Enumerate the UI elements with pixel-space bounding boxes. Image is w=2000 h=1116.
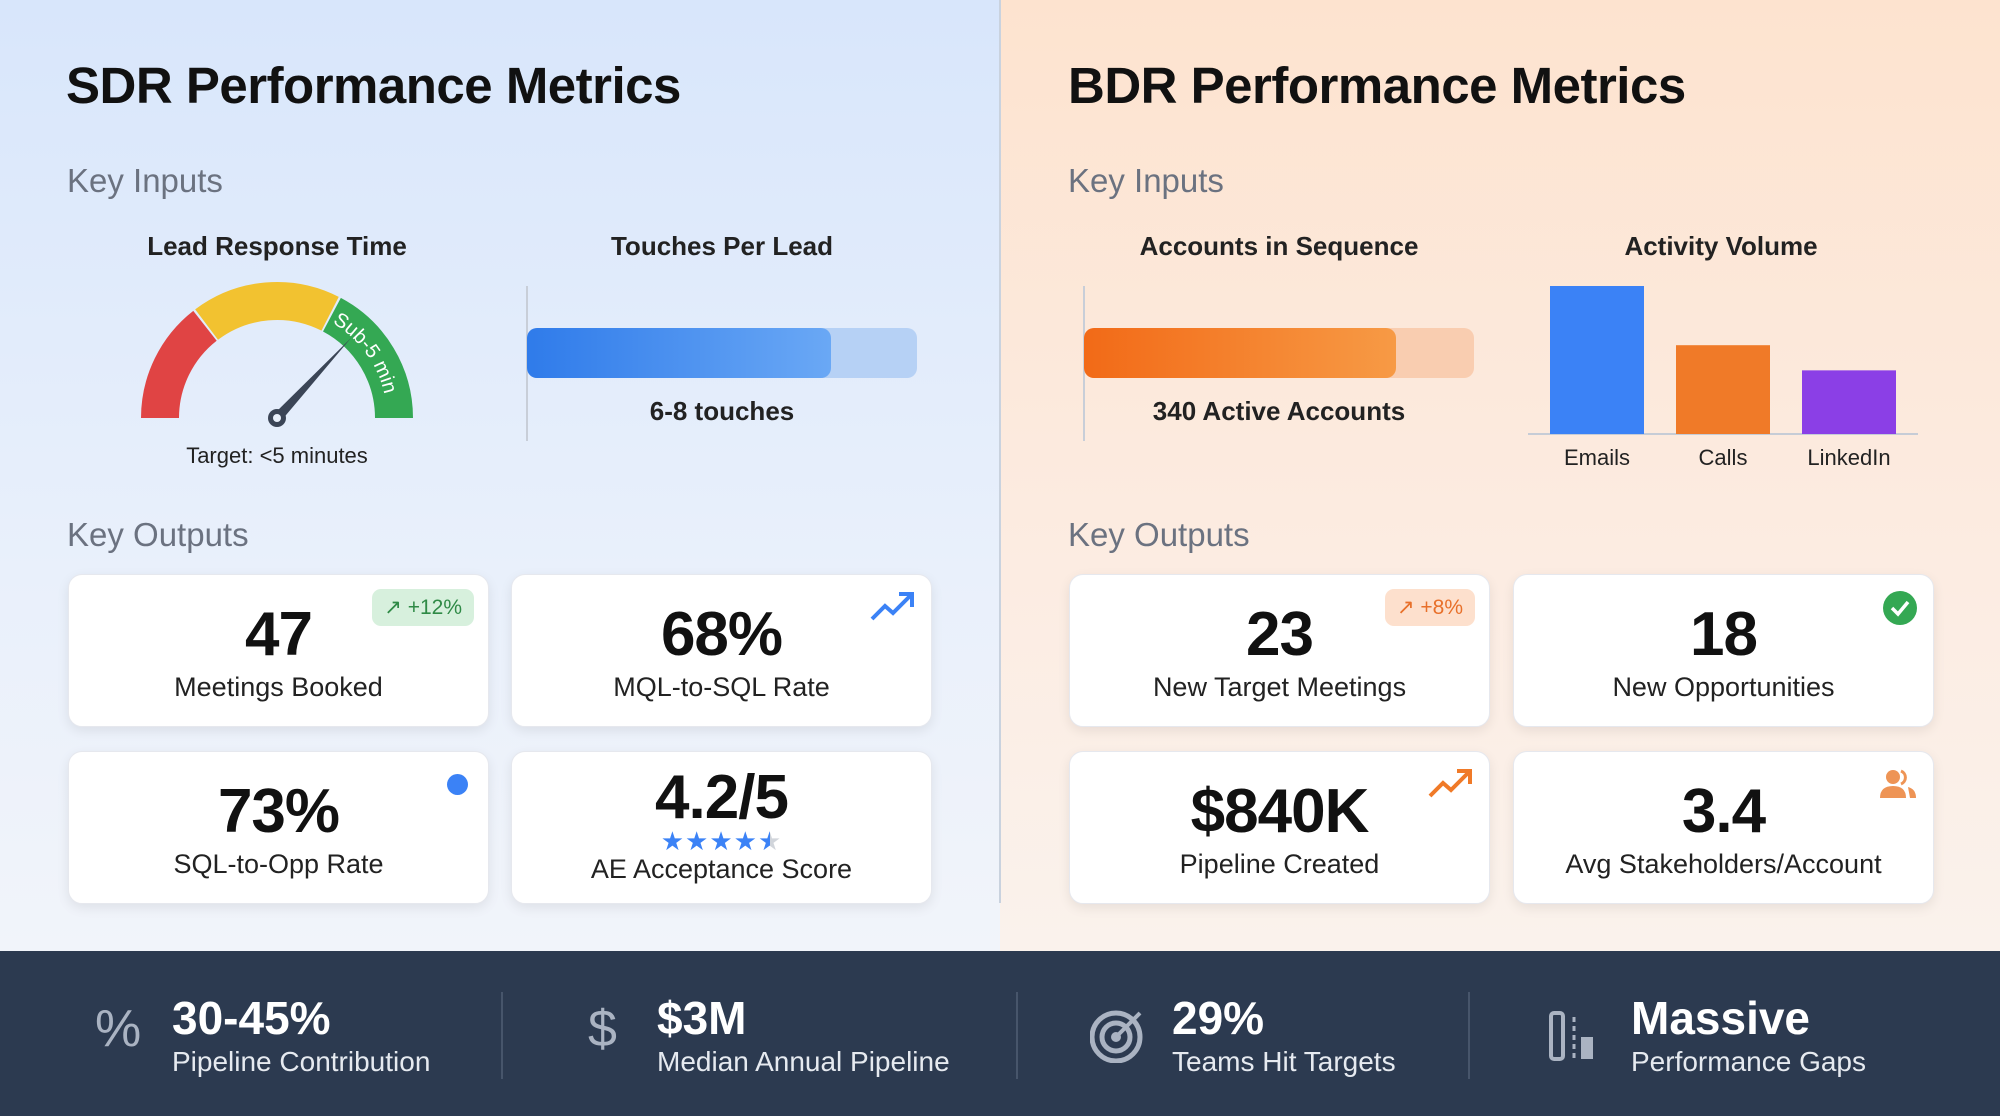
- star-icon: ★: [757, 826, 783, 856]
- touches-value: 6-8 touches: [649, 396, 795, 426]
- star-icon: ★: [660, 826, 686, 856]
- footer-separator: [1016, 992, 1018, 1079]
- card-label: New Target Meetings: [1152, 672, 1407, 702]
- gap-chart-icon: [1549, 1011, 1593, 1061]
- activity-bar-chart: Emails Calls LinkedIn: [1528, 286, 1918, 470]
- footer-value: Massive: [1631, 992, 1811, 1044]
- star-icon: ★: [685, 826, 710, 856]
- metric-card-new-opportunities: 18 New Opportunities: [1513, 574, 1934, 727]
- footer-value: 30-45%: [172, 992, 331, 1044]
- bdr-panel: BDR Performance Metrics Key Inputs Accou…: [1000, 0, 2000, 951]
- bar-label: Emails: [1564, 445, 1630, 470]
- footer-label: Teams Hit Targets: [1172, 1046, 1396, 1077]
- card-value: 68%: [660, 600, 783, 669]
- trending-up-icon: [870, 592, 914, 621]
- activity-label: Activity Volume: [1624, 231, 1818, 261]
- gauge-green-segment: [322, 297, 413, 419]
- card-label: Avg Stakeholders/Account: [1565, 849, 1882, 879]
- lead-response-target: Target: <5 minutes: [186, 443, 368, 468]
- card-label: MQL-to-SQL Rate: [613, 672, 830, 702]
- card-label: SQL-to-Opp Rate: [173, 849, 384, 879]
- accounts-progress-bar: [1084, 328, 1474, 378]
- trending-up-icon: [1428, 769, 1472, 798]
- accounts-progress-fill: [1084, 328, 1396, 378]
- users-icon: [1880, 769, 1916, 798]
- percent-icon: %: [95, 1000, 142, 1058]
- sdr-inputs-heading: Key Inputs: [67, 162, 223, 199]
- sdr-title: SDR Performance Metrics: [66, 57, 681, 114]
- gauge-yellow-segment: [195, 282, 339, 341]
- bar-calls: [1676, 345, 1770, 434]
- bar-label: Calls: [1699, 445, 1748, 470]
- gauge-red-segment: [141, 310, 218, 419]
- star-rating: ★★★★★: [512, 826, 931, 857]
- card-label: Pipeline Created: [1179, 849, 1380, 879]
- metric-card-pipeline-created: $840K Pipeline Created: [1069, 751, 1490, 904]
- trend-badge: ↗ +8%: [1384, 589, 1475, 626]
- bar-linkedin: [1802, 370, 1896, 434]
- footer-value: $3M: [657, 992, 747, 1044]
- lead-response-label: Lead Response Time: [147, 231, 407, 261]
- metric-card-meetings-booked: 47 Meetings Booked ↗ +12%: [68, 574, 489, 727]
- card-value: 3.4: [1681, 777, 1766, 846]
- touches-progress-bar: [527, 328, 917, 378]
- footer-label: Performance Gaps: [1631, 1046, 1866, 1077]
- card-value: 18: [1690, 600, 1758, 669]
- footer-separator: [1468, 992, 1470, 1079]
- card-value: 47: [245, 600, 313, 669]
- star-icon: ★: [733, 826, 758, 856]
- touches-progress-fill: [527, 328, 832, 378]
- dollar-icon: $: [588, 1000, 617, 1058]
- card-value: 73%: [217, 777, 340, 846]
- metric-card-mql-sql-rate: 68% MQL-to-SQL Rate: [511, 574, 932, 727]
- footer-label: Median Annual Pipeline: [657, 1046, 950, 1077]
- accounts-value: 340 Active Accounts: [1152, 396, 1406, 426]
- trend-badge: ↗ +12%: [372, 589, 474, 626]
- metric-card-ae-acceptance: 4.2/5 ★★★★★ AE Acceptance Score: [511, 751, 932, 904]
- target-icon: [1090, 1010, 1143, 1063]
- touches-label: Touches Per Lead: [610, 231, 834, 261]
- card-value: 4.2/5: [655, 763, 789, 832]
- bdr-outputs-heading: Key Outputs: [1068, 516, 1250, 553]
- metric-card-stakeholders: 3.4 Avg Stakeholders/Account: [1513, 751, 1934, 904]
- card-label: Meetings Booked: [174, 672, 383, 702]
- summary-footer: % 30-45% Pipeline Contribution $ $3M Med…: [0, 951, 2000, 1116]
- sdr-panel: SDR Performance Metrics Key Inputs Lead …: [0, 0, 1000, 951]
- accounts-label: Accounts in Sequence: [1139, 231, 1419, 261]
- panel-divider: [999, 0, 1001, 903]
- bdr-inputs-heading: Key Inputs: [1068, 162, 1224, 199]
- star-icon: ★: [709, 826, 734, 856]
- metric-card-target-meetings: 23 New Target Meetings ↗ +8%: [1069, 574, 1490, 727]
- status-dot-icon: [447, 774, 468, 795]
- lead-response-gauge: Sub-5 min: [141, 282, 413, 427]
- metric-card-sql-opp-rate: 73% SQL-to-Opp Rate: [68, 751, 489, 904]
- card-label: New Opportunities: [1612, 672, 1835, 702]
- card-value: $840K: [1190, 777, 1370, 846]
- card-value: 23: [1246, 600, 1314, 669]
- bar-emails: [1550, 286, 1644, 434]
- footer-label: Pipeline Contribution: [172, 1046, 431, 1077]
- sdr-outputs-heading: Key Outputs: [67, 516, 249, 553]
- check-circle-icon: [1883, 591, 1917, 625]
- footer-separator: [501, 992, 503, 1079]
- bdr-title: BDR Performance Metrics: [1068, 57, 1686, 114]
- card-label: AE Acceptance Score: [590, 854, 853, 884]
- gauge-needle: [273, 338, 351, 421]
- footer-value: 29%: [1172, 992, 1265, 1044]
- bar-label: LinkedIn: [1807, 445, 1890, 470]
